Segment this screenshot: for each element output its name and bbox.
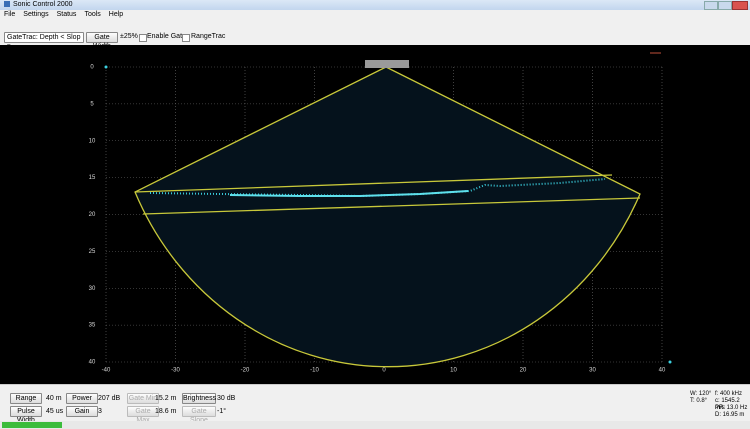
readout: D: 16.95 m	[715, 412, 744, 419]
x-tick-label: -40	[102, 368, 111, 374]
readout: W: 120°	[690, 391, 711, 398]
y-tick-label: 40	[89, 360, 96, 366]
maximize-button[interactable]	[718, 1, 732, 10]
menu-item[interactable]: Status	[57, 11, 77, 18]
control-button[interactable]: Gain	[66, 406, 98, 417]
control-value: 3	[98, 406, 102, 417]
control-value: 15.2 m	[155, 393, 176, 404]
minimize-button[interactable]	[704, 1, 718, 10]
menu-bar: File Settings Status Tools Help	[0, 10, 750, 20]
menu-item[interactable]: File	[4, 11, 15, 18]
title-bar: Sonic Control 2000	[0, 0, 750, 10]
readout: f: 400 kHz	[715, 391, 742, 398]
control-value: -1°	[217, 406, 226, 417]
readout: PR: 13.0 Hz	[715, 405, 747, 412]
x-tick-label: -20	[241, 368, 250, 374]
control-value: 18.6 m	[155, 406, 176, 417]
x-tick-label: 30	[589, 368, 596, 374]
x-tick-label: 10	[450, 368, 457, 374]
x-tick-label: 20	[520, 368, 527, 374]
readout: T: 0.8°	[690, 398, 707, 405]
origin-marker	[105, 66, 108, 69]
menu-item[interactable]: Help	[109, 11, 123, 18]
x-tick-label: -30	[171, 368, 180, 374]
menu-item[interactable]: Settings	[23, 11, 48, 18]
transducer-marker	[365, 60, 409, 68]
gatetrac-dropdown[interactable]: GateTrac: Depth < Slop ▾	[4, 32, 84, 43]
status-bar	[0, 421, 750, 429]
control-button[interactable]: Pulse Width	[10, 406, 42, 417]
y-tick-label: 25	[89, 249, 96, 255]
dropdown-text: GateTrac: Depth < Slop	[7, 34, 80, 41]
x-tick-label: 40	[659, 368, 666, 374]
app-icon	[4, 1, 10, 7]
control-button[interactable]: Brightness	[182, 393, 216, 404]
y-tick-label: 15	[89, 175, 96, 181]
control-value: 45 us	[46, 406, 63, 417]
control-value: 30 dB	[217, 393, 235, 404]
x-tick-label: -10	[310, 368, 319, 374]
y-tick-label: 35	[89, 323, 96, 329]
y-tick-label: 10	[89, 138, 96, 144]
menu-item[interactable]: Tools	[84, 11, 100, 18]
rangetrac-checkbox[interactable]	[182, 34, 190, 42]
y-tick-label: 20	[89, 212, 96, 218]
control-value: 40 m	[46, 393, 62, 404]
window-title: Sonic Control 2000	[13, 0, 73, 10]
progress-bar	[2, 422, 62, 428]
end-marker	[669, 361, 672, 364]
enable-gates-checkbox[interactable]	[139, 34, 147, 42]
app-window: Sonic Control 2000 File Settings Status Too…	[0, 0, 750, 429]
gate-width-button[interactable]: Gate Width	[86, 32, 118, 43]
gate-width-value: ±25%	[120, 31, 138, 42]
control-button[interactable]: Power	[66, 393, 98, 404]
toolbar: GateTrac: Depth < Slop ▾ Gate Width ±25%…	[0, 30, 750, 44]
rangetrac-label: RangeTrac	[191, 31, 225, 42]
close-button[interactable]	[732, 1, 748, 10]
control-button[interactable]: Range	[10, 393, 42, 404]
y-tick-label: 30	[89, 286, 96, 292]
control-value: 207 dB	[98, 393, 120, 404]
control-button[interactable]: Gate Slope	[182, 406, 216, 417]
